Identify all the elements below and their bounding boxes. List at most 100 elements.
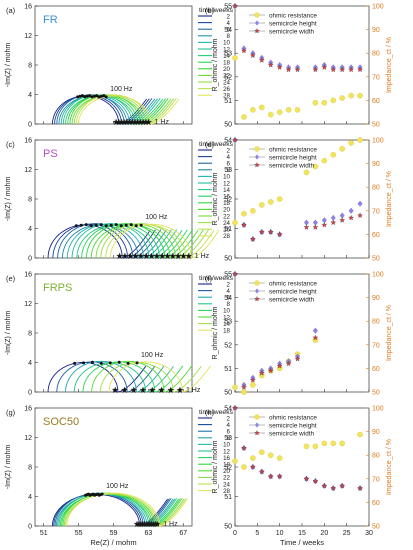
legend-entry: 24 [223, 79, 230, 86]
y2-tick-label: 60 [372, 366, 380, 373]
point-ohmic-resistance [232, 219, 238, 226]
y-tick-label: 54 [224, 406, 232, 413]
panel-letter: (g) [6, 408, 16, 417]
legend-entry: 20 [223, 468, 230, 475]
marker-100hz [129, 223, 133, 227]
marker-100hz [85, 94, 89, 98]
y-axis-label: -Im(Z) / mohm [5, 311, 12, 355]
point-ohmic-resistance [321, 440, 328, 447]
y2-tick-label: 80 [372, 51, 380, 58]
legend-entry: 16 [223, 194, 230, 201]
point-semicircle-width [232, 270, 238, 277]
marker-100hz [109, 223, 113, 227]
point-ohmic-resistance [250, 455, 256, 461]
y-tick-label: 53 [224, 167, 232, 174]
y2-tick-label: 50 [372, 524, 380, 531]
annotation-100hz: 100 Hz [145, 214, 168, 221]
point-semicircle-width [249, 52, 256, 59]
marker-100hz [90, 95, 94, 99]
marker-100hz [97, 95, 101, 99]
point-ohmic-resistance [267, 111, 274, 118]
point-semicircle-width [339, 217, 346, 223]
point-ohmic-resistance [312, 99, 319, 106]
point-semicircle-width [241, 384, 247, 390]
point-semicircle-width [357, 66, 363, 73]
point-semicircle-width [249, 377, 256, 383]
panel-label: PS [43, 148, 58, 160]
point-semicircle-width [267, 473, 274, 479]
legend-entry: 2 [227, 13, 231, 20]
marker-100hz [119, 224, 123, 228]
y-axis-label: R_ohmic / mohm [212, 38, 219, 91]
legend-symbol-height [255, 20, 259, 26]
point-semicircle-width [294, 355, 301, 362]
point-ohmic-resistance [348, 92, 354, 99]
y-tick-label: 50 [224, 390, 232, 397]
legend-entry: 28 [223, 93, 230, 100]
legend-entry: 28 [223, 488, 230, 495]
legend-title: time/weeks [199, 409, 234, 416]
marker-100hz [104, 95, 108, 99]
y-tick-label: 55 [224, 4, 232, 11]
point-ohmic-resistance [339, 146, 346, 152]
y2-tick-label: 80 [372, 185, 380, 192]
y2-tick-label: 60 [372, 500, 380, 507]
y-tick-label: 51 [224, 98, 232, 105]
point-semicircle-width [312, 224, 319, 230]
point-ohmic-resistance [357, 92, 363, 99]
legend-entry: 24 [223, 220, 230, 227]
legend-entry: 22 [223, 73, 230, 80]
marker-100hz [135, 361, 139, 365]
legend-entry: 22 [223, 213, 230, 220]
point-semicircle-width [241, 47, 247, 54]
marker-1hz [153, 520, 161, 528]
point-ohmic-resistance [241, 210, 247, 217]
y-tick-label: 8 [28, 63, 32, 70]
point-semicircle-width [285, 66, 292, 73]
annotation-100hz: 100 Hz [110, 86, 133, 93]
y-tick-label: 4 [28, 360, 32, 367]
annotation-100hz: 100 Hz [106, 483, 129, 490]
legend-symbol-width [254, 162, 260, 168]
x-tick-label: 63 [144, 530, 152, 537]
point-semicircle-width [339, 482, 346, 489]
point-semicircle-width [258, 468, 265, 475]
point-semicircle-width [348, 214, 355, 221]
point-ohmic-resistance [241, 464, 247, 470]
panel-label: FRPS [43, 282, 72, 294]
point-semicircle-width [249, 463, 256, 470]
legend-symbol-ohmic [254, 414, 260, 420]
legend-entry: 10 [223, 442, 230, 449]
legend-entry: 2 [227, 281, 231, 288]
x-tick-label: 67 [179, 530, 187, 537]
legend-symbol-width [254, 430, 260, 436]
panel-label: SOC50 [43, 416, 79, 428]
y-axis-label: R_ohmic / mohm [212, 172, 219, 225]
y-axis-label: R_ohmic / mohm [212, 440, 219, 493]
point-semicircle-width [330, 485, 337, 491]
legend-entry: 10 [223, 308, 230, 315]
point-semicircle-width [294, 66, 301, 73]
y-tick-label: 12 [24, 167, 32, 174]
legend-entry: semicircle height [269, 288, 317, 295]
point-semicircle-width [276, 231, 283, 237]
y2-tick-label: 100 [372, 272, 384, 279]
point-semicircle-height [348, 207, 354, 214]
point-semicircle-width [330, 66, 337, 73]
y2-tick-label: 100 [372, 138, 384, 145]
legend-symbol-height [255, 422, 259, 428]
point-ohmic-resistance [321, 99, 328, 106]
legend-entry: 6 [227, 295, 231, 302]
point-ohmic-resistance [258, 104, 265, 111]
point-ohmic-resistance [330, 151, 337, 158]
x-tick-label: 55 [75, 530, 83, 537]
y-tick-label: 0 [28, 524, 32, 531]
y-tick-label: 52 [224, 465, 232, 472]
legend-entry: 12 [223, 180, 230, 187]
y2-axis-label: Impedance_ct / % [386, 439, 393, 495]
legend-entry: 14 [223, 187, 230, 194]
legend-symbol-ohmic [254, 280, 260, 286]
point-semicircle-width [339, 66, 346, 73]
point-semicircle-width [312, 478, 319, 484]
